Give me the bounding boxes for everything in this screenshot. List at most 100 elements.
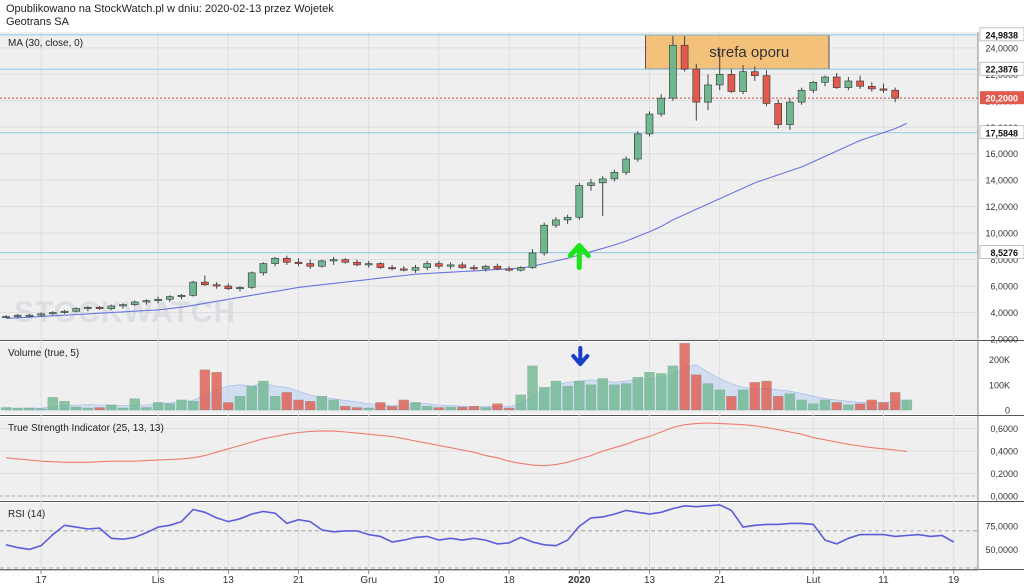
candle — [306, 259, 315, 269]
price-tick-label: 14,0000 — [985, 176, 1018, 186]
candle-body — [388, 267, 396, 270]
candle — [587, 178, 595, 191]
volume-bar — [901, 399, 913, 411]
candle-body — [587, 182, 595, 186]
volume-bar — [188, 401, 199, 411]
tsi-tick-label: 0,6000 — [990, 424, 1018, 434]
candle — [329, 256, 338, 265]
candle-body — [236, 287, 244, 290]
candle-body — [575, 185, 584, 218]
candle — [166, 295, 174, 302]
candle-body — [669, 44, 677, 99]
x-tick-label: 10 — [433, 575, 445, 586]
volume-tick-label: 200K — [989, 355, 1010, 365]
rsi-indicator-label: RSI (14) — [8, 509, 45, 520]
volume-bar — [796, 399, 807, 411]
candle — [423, 260, 432, 271]
volume-bar — [293, 399, 304, 411]
candle — [470, 264, 478, 271]
candle-body — [622, 158, 630, 173]
volume-bar — [492, 403, 503, 411]
candle — [797, 87, 806, 105]
volume-bar — [761, 380, 772, 411]
candle-body — [95, 306, 104, 309]
candle-body — [552, 219, 560, 226]
candle — [750, 66, 759, 81]
price-tick-label: 8,0000 — [990, 255, 1018, 265]
pane-bg-tsi — [0, 417, 978, 500]
tsi-tick-label: 0,2000 — [990, 469, 1018, 479]
candle — [25, 313, 34, 317]
candle — [201, 275, 209, 287]
blue-arrow-icon — [571, 346, 590, 366]
candle — [48, 311, 57, 316]
candle-body — [411, 267, 420, 271]
candle-body — [832, 76, 841, 88]
candle — [879, 83, 888, 93]
volume-bar — [539, 387, 550, 411]
volume-bar — [878, 402, 889, 411]
volume-bar — [445, 406, 456, 411]
candle — [739, 65, 747, 95]
candle-body — [166, 296, 174, 300]
price-level-label: 8,5276 — [990, 248, 1018, 258]
volume-bar — [562, 385, 573, 411]
candle-body — [704, 84, 712, 103]
volume-bar — [585, 384, 597, 411]
candle-body — [341, 259, 350, 263]
candle-body — [364, 263, 373, 266]
price-level-tag — [979, 61, 1024, 76]
price-level-tag — [980, 91, 1024, 105]
candle — [610, 169, 619, 182]
candle-body — [376, 263, 385, 268]
candle-body — [856, 80, 864, 87]
price-level-label: 17,5848 — [985, 128, 1018, 138]
candle — [844, 76, 853, 91]
candle — [119, 303, 127, 309]
volume-bar — [281, 392, 292, 411]
candle-body — [72, 308, 80, 312]
rsi-line — [5, 504, 955, 551]
candle-body — [774, 103, 783, 125]
ma-line — [5, 122, 908, 320]
candle — [247, 271, 256, 289]
candle — [493, 263, 502, 271]
candle-body — [750, 71, 759, 76]
candle-body — [633, 133, 642, 160]
candle-body — [505, 268, 513, 271]
candle — [130, 300, 139, 306]
candle — [282, 255, 291, 265]
volume-bar — [351, 407, 363, 411]
volume-bar — [632, 377, 643, 411]
watermark-logo: STOCKWATCH — [14, 296, 236, 329]
candle — [95, 305, 104, 310]
candle-body — [2, 316, 10, 319]
price-tick-label: 4,0000 — [990, 308, 1018, 318]
volume-bar — [106, 404, 117, 411]
candle — [353, 259, 361, 267]
tsi-line — [5, 422, 907, 467]
volume-bar — [597, 378, 608, 411]
candle — [142, 299, 151, 305]
pane-bg-price — [0, 32, 978, 339]
volume-bar — [0, 407, 12, 411]
volume-bar — [527, 365, 538, 411]
price-tick-label: 12,0000 — [985, 202, 1018, 212]
candle — [177, 294, 186, 300]
candle — [435, 260, 443, 269]
candle — [189, 280, 197, 297]
green-arrow-icon — [567, 243, 591, 271]
volume-bar — [94, 407, 105, 411]
volume-tick-label: 100K — [989, 380, 1010, 390]
candle — [212, 282, 221, 289]
volume-bar — [152, 402, 164, 411]
candle-body — [446, 264, 455, 267]
candle — [341, 258, 350, 264]
volume-bar — [47, 397, 58, 411]
candle — [821, 75, 829, 87]
volume-bar — [480, 407, 491, 411]
volume-bar — [550, 380, 562, 411]
candle — [107, 304, 116, 310]
volume-bar — [199, 369, 211, 411]
